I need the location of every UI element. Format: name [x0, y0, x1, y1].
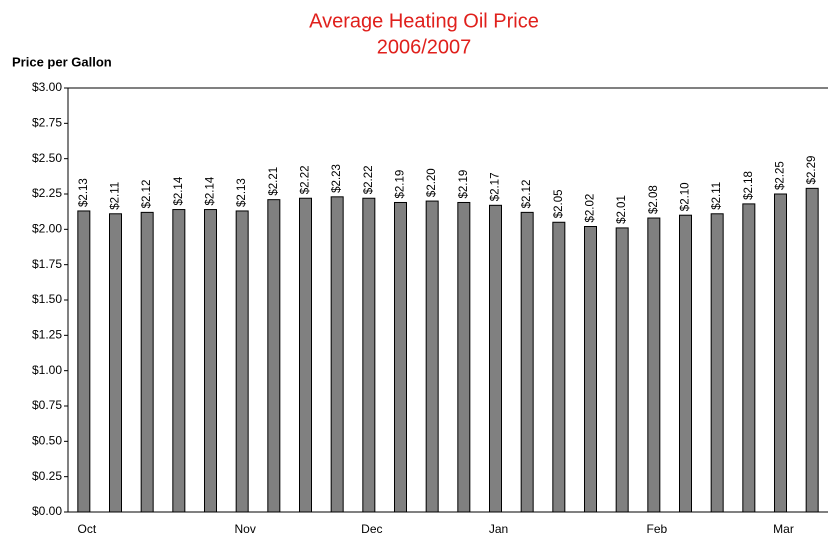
value-label: $2.19: [458, 170, 470, 199]
value-label: $2.05: [553, 189, 565, 218]
bar: [140, 211, 154, 513]
y-tick-label: $1.25: [32, 328, 62, 342]
value-label: $2.12: [141, 180, 153, 209]
value-label: $2.20: [426, 168, 438, 197]
bar: [362, 197, 376, 513]
x-tick-label: Mar: [773, 522, 794, 536]
y-tick-label: $0.75: [32, 398, 62, 412]
bar: [204, 209, 217, 513]
x-tick-label: Jan: [489, 522, 508, 536]
y-tick-label: $0.00: [32, 504, 62, 518]
bar: [520, 211, 534, 513]
x-tick-label: Nov: [234, 522, 255, 536]
bar: [235, 210, 249, 513]
bar: [710, 213, 724, 513]
bar: [552, 221, 566, 513]
value-label: $2.11: [711, 182, 723, 210]
y-tick-label: $3.00: [32, 80, 62, 94]
value-label: $2.22: [363, 165, 375, 194]
value-label: $2.19: [395, 170, 407, 199]
x-tick-label: Feb: [646, 522, 667, 536]
y-tick-label: $2.25: [32, 186, 62, 200]
bar: [742, 203, 756, 513]
y-tick-label: $1.00: [32, 363, 62, 377]
bar: [489, 204, 502, 513]
bar: [77, 210, 91, 513]
y-tick-label: $1.50: [32, 292, 62, 306]
value-label: $2.18: [743, 171, 755, 200]
bar: [457, 201, 471, 513]
value-label: $2.14: [173, 176, 185, 205]
bar: [615, 227, 629, 513]
y-tick-label: $0.50: [32, 434, 62, 448]
bar: [425, 200, 439, 513]
value-label: $2.23: [331, 164, 343, 193]
value-label: $2.17: [490, 173, 502, 202]
bar: [584, 226, 597, 513]
bar: [394, 201, 407, 513]
value-label: $2.22: [300, 165, 312, 194]
value-label: $2.11: [110, 182, 122, 210]
value-label: $2.10: [680, 182, 692, 211]
y-axis-label: Price per Gallon: [12, 54, 112, 69]
bar: [647, 217, 661, 513]
bar: [267, 199, 281, 513]
x-tick-label: Oct: [77, 522, 96, 536]
y-tick-label: $2.50: [32, 151, 62, 165]
value-label: $2.01: [616, 195, 628, 224]
value-label: $2.08: [648, 185, 660, 214]
bar: [679, 214, 692, 513]
value-label: $2.13: [236, 178, 248, 207]
value-label: $2.29: [806, 156, 818, 185]
y-tick-label: $2.00: [32, 222, 62, 236]
bar: [330, 196, 344, 513]
bar: [805, 187, 819, 513]
value-label: $2.14: [205, 176, 217, 205]
x-tick-label: Dec: [361, 522, 382, 536]
value-label: $2.12: [521, 180, 533, 209]
bar: [109, 213, 122, 513]
value-label: $2.13: [78, 178, 90, 207]
bar: [299, 197, 312, 513]
y-tick-label: $2.75: [32, 116, 62, 130]
chart-title: Average Heating Oil Price: [309, 10, 539, 32]
chart-subtitle: 2006/2007: [377, 36, 472, 58]
value-label: $2.25: [775, 161, 787, 190]
value-label: $2.02: [585, 194, 597, 223]
bar: [172, 209, 186, 513]
y-tick-label: $0.25: [32, 469, 62, 483]
value-label: $2.21: [268, 167, 280, 196]
bar: [774, 193, 787, 513]
y-tick-label: $1.75: [32, 257, 62, 271]
